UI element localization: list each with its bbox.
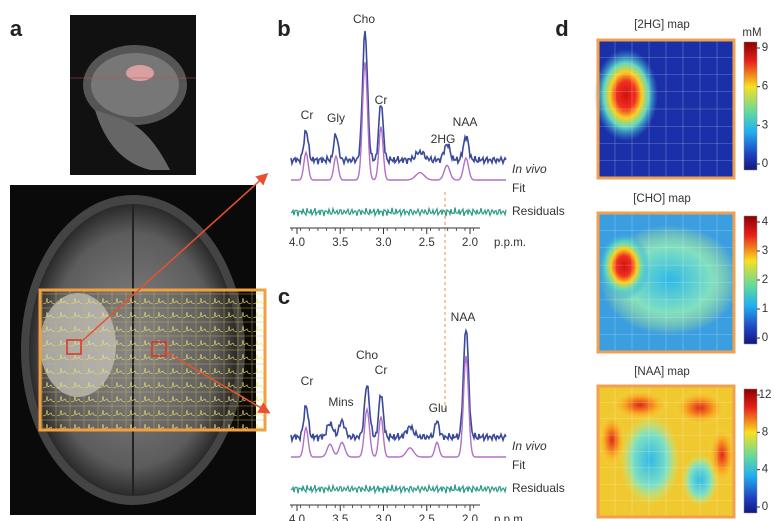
axis-tick-label: 4.0	[289, 514, 305, 521]
trace-label: In vivo	[512, 439, 547, 453]
panel-label: a	[10, 16, 23, 41]
trace-label: Residuals	[512, 481, 565, 495]
colorbar-tick-label: 3	[762, 119, 768, 131]
axis-tick-label: 3.5	[332, 237, 348, 249]
peak-label: Cr	[375, 93, 388, 107]
peak-label: Mins	[328, 395, 353, 409]
in-vivo-trace	[291, 31, 506, 164]
trace-label: Fit	[512, 181, 526, 195]
voxel-grid	[40, 290, 265, 430]
axial-mri	[10, 185, 265, 515]
colorbar-tick-label: 4	[762, 464, 769, 476]
peak-label: NAA	[453, 115, 478, 129]
colorbar	[744, 389, 757, 513]
colorbar	[744, 42, 757, 170]
colorbar	[744, 216, 757, 344]
axis-tick-label: 3.0	[376, 514, 392, 521]
axis-tick-label: 2.0	[462, 237, 478, 249]
figure: abcdCrGlyChoCr2HGNAAIn vivoFitResiduals4…	[0, 0, 774, 521]
peak-label: NAA	[451, 310, 476, 324]
axis-tick-label: 2.5	[419, 237, 435, 249]
map-title: [CHO] map	[633, 193, 691, 205]
panel-label: d	[555, 16, 568, 41]
colorbar-tick-label: 8	[762, 426, 768, 438]
trace-label: In vivo	[512, 162, 547, 176]
colorbar-tick-label: 2	[762, 274, 768, 286]
colorbar-tick-label: 0	[762, 501, 768, 513]
colorbar-unit: mM	[742, 27, 761, 39]
in-vivo-trace	[291, 331, 506, 441]
panel-label: c	[278, 284, 290, 309]
axis-tick-label: 2.0	[462, 514, 478, 521]
panel-label: b	[277, 16, 290, 41]
colorbar-tick-label: 0	[762, 332, 768, 344]
peak-label: Cho	[353, 12, 375, 26]
residual-trace	[291, 208, 506, 217]
map-title: [NAA] map	[634, 366, 690, 378]
colorbar-tick-label: 4	[762, 216, 769, 228]
trace-label: Residuals	[512, 204, 565, 218]
map-title: [2HG] map	[634, 19, 690, 31]
axis-tick-label: 3.5	[332, 514, 348, 521]
colorbar-tick-label: 12	[759, 389, 772, 401]
axis-unit: p.p.m.	[494, 514, 526, 521]
axis-tick-label: 3.0	[376, 237, 392, 249]
axis-unit: p.p.m.	[494, 237, 526, 249]
axis-tick-label: 4.0	[289, 237, 305, 249]
peak-label: Cr	[301, 374, 314, 388]
sagittal-mri	[70, 15, 196, 175]
peak-label: Cr	[301, 108, 314, 122]
trace-label: Fit	[512, 458, 526, 472]
colorbar-tick-label: 9	[762, 42, 768, 54]
peak-label: 2HG	[431, 132, 456, 146]
fit-trace	[291, 356, 506, 457]
colorbar-tick-label: 6	[762, 81, 768, 93]
colorbar-tick-label: 3	[762, 245, 768, 257]
colorbar-tick-label: 1	[762, 303, 768, 315]
peak-label: Cr	[375, 363, 388, 377]
peak-label: Cho	[356, 348, 378, 362]
peak-label: Gly	[327, 111, 345, 125]
axis-tick-label: 2.5	[419, 514, 435, 521]
colorbar-tick-label: 0	[762, 158, 768, 170]
residual-trace	[291, 485, 506, 494]
peak-label: Glu	[429, 401, 448, 415]
